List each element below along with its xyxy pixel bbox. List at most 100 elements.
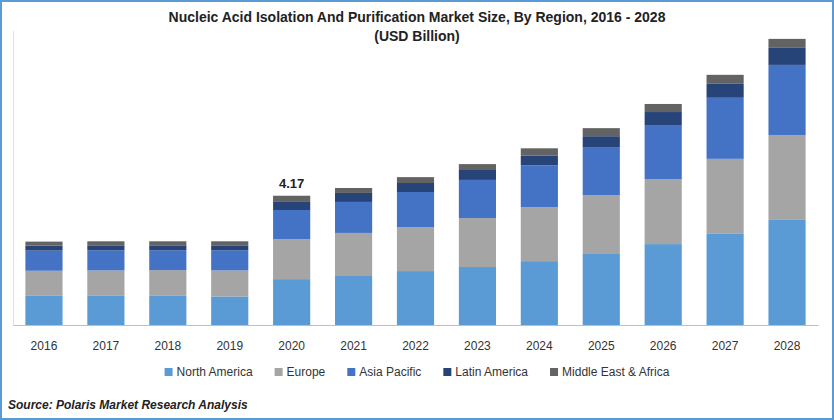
legend-label: Europe [287,365,326,379]
x-tick-label: 2024 [526,339,553,353]
frame [1,1,833,419]
bar-segment [211,241,248,245]
bar-segment [707,98,744,159]
bar-segment [87,250,124,270]
bar-segment [583,128,620,136]
bar-segment [459,170,496,180]
chart: Nucleic Acid Isolation And Purification … [0,0,834,420]
legend-swatch [443,368,451,376]
bar-segment [397,271,434,325]
x-tick: 2023 [464,339,491,353]
annotation: 4.17 [279,176,304,191]
x-tick-label: 2021 [340,339,367,353]
bar-segment [273,202,310,210]
bar-segment [459,267,496,325]
legend-item: Asia Pacific [347,365,421,379]
x-tick: 2027 [712,339,739,353]
x-tick-label: 2026 [650,339,677,353]
source: Source: Polaris Market Research Analysis [8,398,248,412]
series [25,65,805,271]
bar-segment [645,179,682,244]
bar-segment [768,39,805,48]
bar-segment [211,250,248,270]
bar-segment [521,155,558,165]
subtitle: (USD Billion) [374,28,460,44]
bar-segment [211,245,248,250]
bar-segment [25,242,62,246]
bar-segment [583,254,620,325]
series [25,135,805,297]
x-tick: 2019 [216,339,243,353]
bar-segment [707,75,744,84]
bar-segment [25,246,62,251]
bar-segment [335,193,372,202]
bar-segment [583,147,620,195]
bar-segment [87,245,124,250]
bar-segment [335,202,372,233]
legend-label: North America [177,365,253,379]
legend-swatch [550,368,558,376]
bar-segment [645,244,682,325]
x-tick: 2026 [650,339,677,353]
title: Nucleic Acid Isolation And Purification … [169,9,666,25]
bar-segment [149,270,186,296]
bar-segment [397,177,434,183]
x-axis: 2016201720182019202020212022202320242025… [14,326,819,353]
bar-segment [459,164,496,170]
x-tick-label: 2027 [712,339,739,353]
bar-segment [25,271,62,296]
bar-segment [707,159,744,234]
x-tick-label: 2018 [154,339,181,353]
bar-segment [521,165,558,207]
x-tick-label: 2028 [774,339,801,353]
bar-segment [87,270,124,295]
bar-segment [645,104,682,112]
x-axis-line [14,325,819,326]
bar-segment [397,183,434,192]
legend-swatch [165,368,173,376]
legend-label: Latin America [455,365,528,379]
bar-segment [25,251,62,271]
bar-segment [335,188,372,193]
x-tick: 2028 [774,339,801,353]
bar-segment [583,136,620,147]
legend-item: North America [165,365,253,379]
legend: North America Europe Asia Pacific Latin Ame… [165,365,670,379]
x-tick-label: 2016 [31,339,58,353]
x-tick: 2025 [588,339,615,353]
x-tick-label: 2019 [216,339,243,353]
x-tick-label: 2025 [588,339,615,353]
bar-segment [521,261,558,325]
x-tick: 2018 [154,339,181,353]
bar-segment [707,84,744,98]
y-axis-line [13,31,14,326]
bars [25,39,805,325]
x-tick: 2020 [278,339,305,353]
x-tick: 2017 [93,339,120,353]
bar-segment [273,279,310,325]
bar-segment [149,296,186,325]
bar-segment [583,195,620,254]
x-tick: 2021 [340,339,367,353]
bar-segment [521,207,558,261]
legend-item: Latin America [443,365,528,379]
bar-segment [87,241,124,245]
legend-swatch [275,368,283,376]
bar-segment [211,296,248,325]
legend-item: Europe [275,365,326,379]
bar-segment [149,241,186,245]
legend-label: Asia Pacific [359,365,421,379]
bar-segment [645,112,682,125]
bar-segment [397,227,434,271]
bar-segment [25,296,62,325]
series [25,39,805,246]
series [25,220,805,325]
bar-segment [335,233,372,276]
bar-segment [459,180,496,218]
bar-segment [149,245,186,250]
bar-segment [273,210,310,239]
legend-item: Middle East & Africa [550,365,670,379]
x-tick: 2016 [31,339,58,353]
bar-segment [768,48,805,65]
bar-segment [768,220,805,325]
